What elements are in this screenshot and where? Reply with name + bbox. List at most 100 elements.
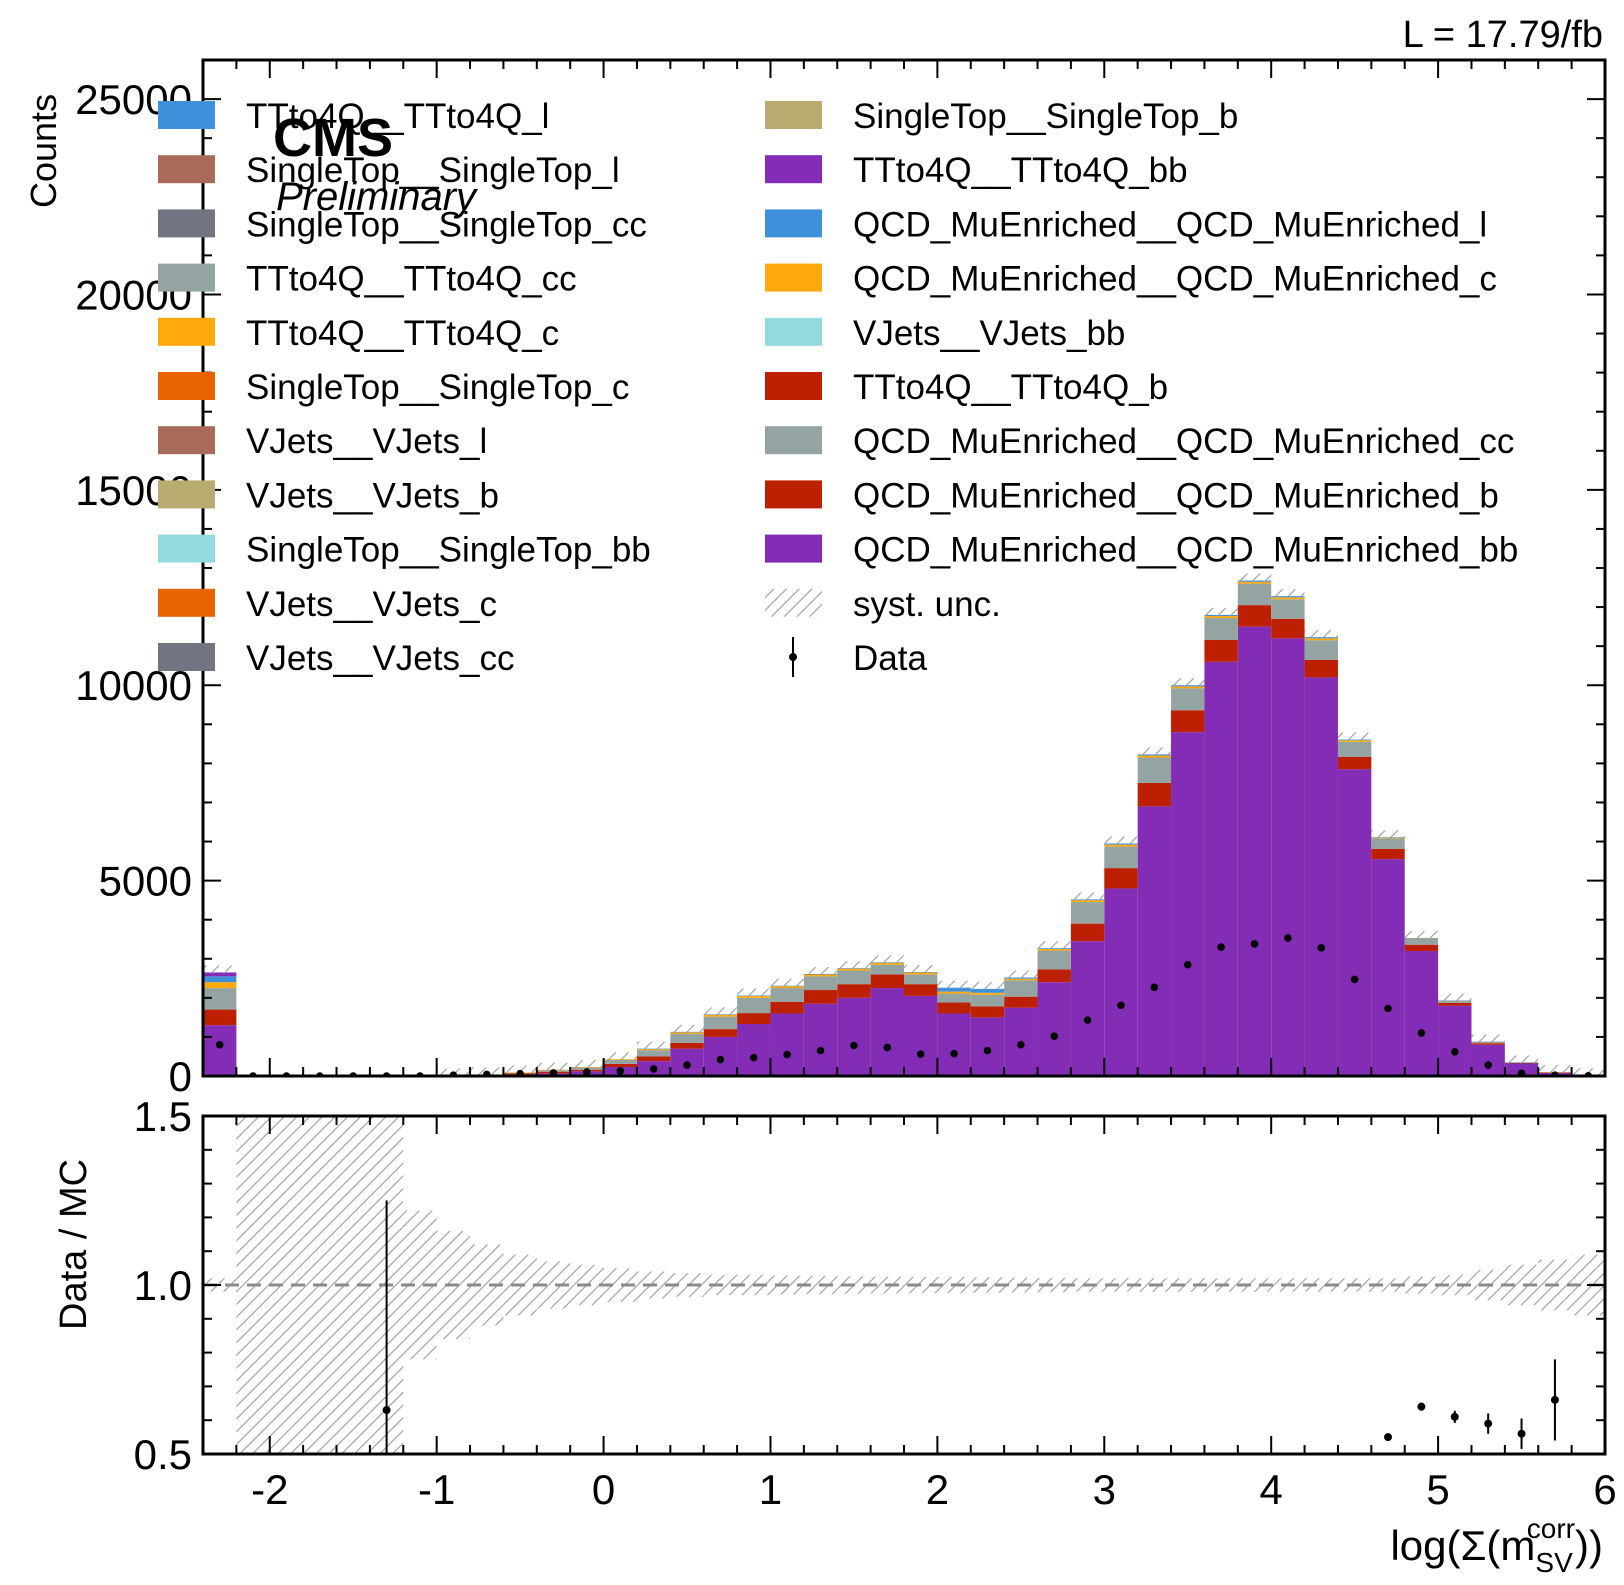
legend-label-QCD_MuEnriched__QCD_MuEnriched_bb: QCD_MuEnriched__QCD_MuEnriched_bb [853,531,1518,570]
data-point-34 [1350,975,1359,984]
syst-unc-band-9 [503,1065,537,1074]
x-tick-label: 6 [1593,1466,1616,1513]
legend-swatch-QCD_MuEnriched__QCD_MuEnriched_bb [765,534,822,563]
syst-unc-band-26 [1070,892,1105,901]
data-point-17 [783,1050,791,1059]
data-point-28 [1150,983,1159,992]
bar-QCD_MuEnriched__QCD_MuEnriched_bb-19 [837,997,871,1076]
legend-label-SingleTop__SingleTop_bb: SingleTop__SingleTop_bb [246,531,651,570]
syst-unc-band-39 [1504,1055,1539,1064]
bar-QCD_MuEnriched__QCD_MuEnriched_b-37 [1438,1002,1472,1006]
syst-unc-band-31 [1237,573,1272,582]
lumi-label: L = 17.79/fb [1403,14,1603,56]
bar-QCD_MuEnriched__QCD_MuEnriched_cc-18 [803,976,838,991]
syst-unc-band-37 [1438,993,1472,1002]
y-tick-label: 0 [169,1053,192,1100]
legend-label-QCD_MuEnriched__QCD_MuEnriched_c: QCD_MuEnriched__QCD_MuEnriched_c [853,260,1497,299]
data-point-21 [916,1050,925,1058]
legend-swatch-VJets__VJets_c [158,588,215,617]
bar-QCD_MuEnriched__QCD_MuEnriched_b-21 [904,984,938,996]
legend-swatch-SingleTop__SingleTop_bb [158,534,215,563]
main-axes-frame [201,58,1607,1078]
legend-swatch-TTto4Q__TTto4Q_bb [765,155,822,184]
bar-QCD_MuEnriched__QCD_MuEnriched_bb-17 [770,1013,804,1076]
legend-swatch-VJets__VJets_l [158,426,215,455]
ratio-unc-band-25 [1037,1277,1071,1293]
bar-QCD_MuEnriched__QCD_MuEnriched_c-14 [670,1032,704,1034]
bar-QCD_MuEnriched__QCD_MuEnriched_bb-16 [737,1024,771,1076]
bar-QCD_MuEnriched__QCD_MuEnriched_cc-36 [1404,938,1439,945]
data-point-26 [1083,1016,1092,1024]
bar-QCD_MuEnriched__QCD_MuEnriched_bb-30 [1204,661,1238,1076]
bar-QCD_MuEnriched__QCD_MuEnriched_bb-33 [1304,677,1338,1076]
bar-QCD_MuEnriched__QCD_MuEnriched_b-30 [1204,639,1238,662]
bar-QCD_MuEnriched__QCD_MuEnriched_b-35 [1371,848,1405,860]
x-tick-label: 0 [592,1466,615,1513]
bar-QCD_MuEnriched__QCD_MuEnriched_b-16 [737,1013,771,1025]
ratio-point-36 [1417,1402,1426,1411]
bar-QCD_MuEnriched__QCD_MuEnriched_b-28 [1137,782,1172,807]
bar-QCD_MuEnriched__QCD_MuEnriched_l-0 [203,976,237,983]
bar-QCD_MuEnriched__QCD_MuEnriched_cc-0 [203,988,237,1010]
bar-QCD_MuEnriched__QCD_MuEnriched_c-16 [737,995,771,998]
bar-QCD_MuEnriched__QCD_MuEnriched_cc-16 [737,997,771,1014]
x-axis-label: log(Σ(mSVcorr)) [1390,1513,1603,1578]
bar-QCD_MuEnriched__QCD_MuEnriched_cc-29 [1171,688,1205,711]
syst-unc-band-22 [937,980,971,989]
bar-QCD_MuEnriched__QCD_MuEnriched_cc-28 [1137,757,1172,783]
bar-QCD_MuEnriched__QCD_MuEnriched_bb-0 [203,1025,237,1076]
ratio-unc-band-27 [1104,1278,1138,1292]
ratio-point-39 [1517,1429,1526,1438]
legend-swatch-TTto4Q__TTto4Q_l [158,101,215,129]
data-point-15 [716,1055,725,1064]
ratio-plot [203,1116,1605,1454]
legend-swatch-TTto4Q__TTto4Q_c [158,317,215,346]
bar-QCD_MuEnriched__QCD_MuEnriched_b-22 [937,1002,971,1014]
bar-QCD_MuEnriched__QCD_MuEnriched_b-20 [870,974,904,989]
x-tick-label: 5 [1426,1466,1449,1513]
data-point-37 [1450,1047,1459,1056]
bar-QCD_MuEnriched__QCD_MuEnriched_cc-21 [904,974,938,985]
legend-label-SingleTop__SingleTop_c: SingleTop__SingleTop_c [246,368,629,407]
syst-unc-band-10 [536,1062,571,1071]
bar-QCD_MuEnriched__QCD_MuEnriched_b-24 [1004,996,1038,1008]
ratio-unc-band-31 [1237,1278,1272,1292]
x-tick-label: 1 [759,1466,782,1513]
bar-QCD_MuEnriched__QCD_MuEnriched_cc-14 [670,1033,704,1043]
cms-label: CMS [273,108,393,168]
bar-QCD_MuEnriched__QCD_MuEnriched_c-15 [703,1014,738,1017]
bar-QCD_MuEnriched__QCD_MuEnriched_cc-24 [1004,980,1038,997]
x-tick-label: 2 [926,1466,949,1513]
bar-QCD_MuEnriched__QCD_MuEnriched_cc-15 [703,1016,738,1030]
bar-QCD_MuEnriched__QCD_MuEnriched_bb-27 [1104,888,1138,1076]
bar-QCD_MuEnriched__QCD_MuEnriched_cc-23 [970,994,1005,1007]
data-point-10 [549,1069,558,1076]
bar-QCD_MuEnriched__QCD_MuEnriched_c-23 [970,992,1005,995]
syst-unc-band-18 [803,967,838,976]
legend-swatch-SingleTop__SingleTop_b [765,101,822,129]
legend-label-TTto4Q__TTto4Q_bb: TTto4Q__TTto4Q_bb [853,151,1188,190]
bar-QCD_MuEnriched__QCD_MuEnriched_b-33 [1304,659,1338,678]
bar-QCD_MuEnriched__QCD_MuEnriched_bb-22 [937,1013,971,1076]
syst-unc-band-33 [1304,630,1338,639]
bar-QCD_MuEnriched__QCD_MuEnriched_b-18 [803,990,838,1004]
data-point-36 [1417,1029,1426,1037]
data-point-33 [1317,944,1326,952]
bar-QCD_MuEnriched__QCD_MuEnriched_bb-34 [1337,769,1372,1076]
data-point-25 [1050,1032,1059,1040]
legend-swatch-syst [765,588,822,617]
bar-QCD_MuEnriched__QCD_MuEnriched_c-19 [837,968,871,971]
data-point-22 [950,1049,958,1058]
syst-unc-band-24 [1004,970,1038,979]
legend: TTto4Q__TTto4Q_l SingleTop__SingleTop_l Si… [158,97,1518,678]
bar-QCD_MuEnriched__QCD_MuEnriched_b-23 [970,1006,1005,1018]
main-histogram [203,573,1605,1076]
bar-QCD_MuEnriched__QCD_MuEnriched_c-27 [1104,844,1138,847]
bar-QCD_MuEnriched__QCD_MuEnriched_bb-23 [970,1017,1005,1076]
bar-QCD_MuEnriched__QCD_MuEnriched_cc-30 [1204,618,1238,640]
bar-QCD_MuEnriched__QCD_MuEnriched_c-34 [1337,740,1372,742]
bar-QCD_MuEnriched__QCD_MuEnriched_cc-27 [1104,846,1138,869]
bar-QCD_MuEnriched__QCD_MuEnriched_c-30 [1204,616,1238,619]
syst-unc-band-15 [703,1007,738,1016]
syst-unc-band-14 [670,1024,704,1033]
